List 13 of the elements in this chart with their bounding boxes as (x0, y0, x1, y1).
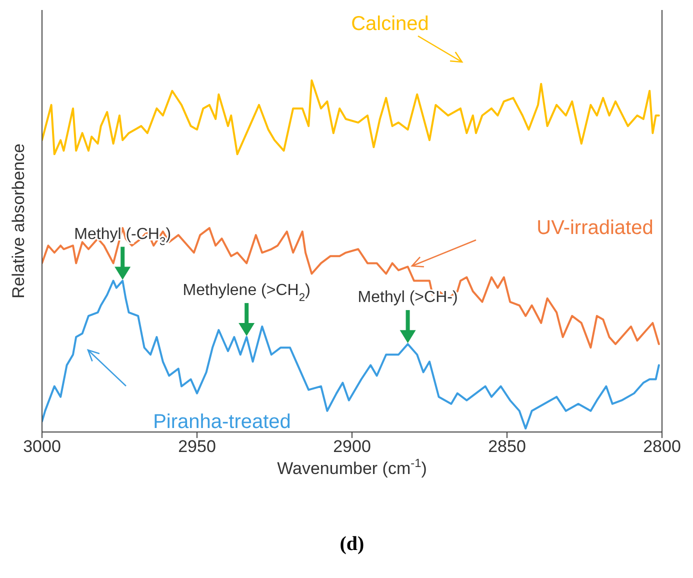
annotation: Methyl (>CH-) (358, 289, 458, 306)
x-tick-label: 2850 (488, 437, 526, 456)
text: UV-irradiated (536, 217, 654, 239)
x-tick-label: 2800 (643, 437, 681, 456)
x-tick-label: 2950 (178, 437, 216, 456)
annotation: Methylene (>CH$_{2}$) (182, 282, 310, 304)
x-tick-label: 2900 (333, 437, 371, 456)
y-axis-title: Relative absorbence (9, 144, 28, 298)
text: (d) (340, 533, 364, 555)
x-tick-label: 3000 (23, 437, 61, 456)
x-axis-title: Wavenumber (cm$^{-1}$) (277, 456, 427, 478)
series-label: Piranha-treated (153, 411, 291, 433)
text: Calcined (351, 13, 429, 35)
